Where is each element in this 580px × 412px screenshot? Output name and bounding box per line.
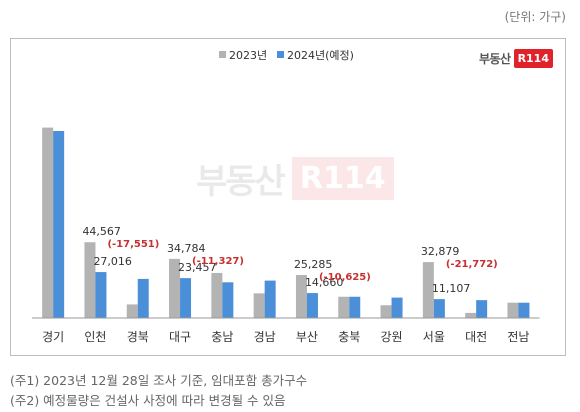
data-label-2024-0: 27,016 (93, 255, 132, 268)
watermark-badge: R114 (291, 157, 394, 200)
bar-2023-5 (253, 293, 265, 318)
data-label-2024-1: 23,457 (178, 261, 217, 274)
change-label-2: (-10,625) (319, 272, 371, 283)
logo-badge: R114 (513, 49, 553, 68)
change-label-0: (-17,551) (107, 239, 159, 250)
bar-2024-9 (433, 299, 445, 318)
x-tick-label-6: 부산 (296, 330, 318, 344)
data-label-2023-2: 25,285 (294, 258, 333, 271)
bar-2024-3 (180, 278, 192, 318)
bar-2024-0 (53, 131, 65, 318)
change-label-1: (-11,327) (192, 256, 244, 267)
x-tick-label-10: 대전 (465, 330, 487, 344)
logo-text: 부동산 (478, 52, 511, 66)
bar-2024-6 (306, 293, 318, 318)
x-tick-label-2: 경북 (127, 330, 149, 344)
footnote-1: (주1) 2023년 12월 28일 조사 기준, 임대포함 총가구수 (10, 373, 308, 388)
brand-logo: 부동산 R114 (479, 49, 553, 68)
bar-2023-7 (338, 296, 350, 318)
bar-2024-11 (518, 302, 530, 318)
legend-swatch-0 (219, 51, 226, 58)
bar-2023-8 (380, 305, 392, 318)
data-label-2023-0: 44,567 (82, 225, 121, 238)
change-label-3: (-21,772) (446, 259, 498, 270)
data-label-2024-3: 11,107 (432, 282, 471, 295)
x-tick-label-9: 서울 (423, 330, 445, 344)
x-tick-label-1: 인천 (84, 329, 106, 344)
x-tick-label-3: 대구 (169, 330, 191, 344)
x-tick-label-11: 전남 (507, 330, 529, 344)
bar-2023-3 (169, 258, 181, 318)
bar-2023-9 (422, 262, 434, 318)
legend-label-0: 2023년 (229, 49, 267, 62)
bar-2024-2 (137, 278, 149, 318)
data-label-2023-1: 34,784 (167, 242, 206, 255)
x-tick-label-5: 경남 (254, 330, 276, 344)
data-label-2023-3: 32,879 (421, 245, 460, 258)
x-tick-label-4: 충남 (211, 330, 233, 344)
bar-2024-7 (349, 296, 361, 318)
legend-label-1: 2024년(예정) (287, 49, 354, 62)
bar-2023-4 (211, 272, 223, 318)
watermark-logo: 부동산 R114 (196, 154, 394, 203)
watermark-text: 부동산 (196, 162, 286, 202)
footnote-2: (주2) 예정물량은 건설사 사정에 따라 변경될 수 있음 (10, 393, 286, 408)
data-label-2024-2: 14,660 (305, 276, 344, 289)
x-tick-label-7: 충북 (338, 330, 360, 344)
bar-2024-5 (264, 280, 276, 318)
bar-2023-1 (84, 242, 96, 318)
bar-2024-1 (95, 272, 107, 318)
bar-2023-10 (465, 312, 477, 318)
legend-swatch-1 (277, 51, 284, 58)
bar-2023-11 (507, 302, 519, 318)
x-tick-label-0: 경기 (42, 330, 64, 344)
bar-2023-0 (42, 127, 54, 318)
unit-label: (단위: 가구) (504, 10, 566, 24)
bar-2023-6 (295, 275, 307, 318)
x-tick-label-8: 강원 (381, 330, 403, 344)
bar-2024-10 (476, 300, 488, 318)
bar-2023-2 (126, 304, 138, 318)
bar-2024-8 (391, 297, 403, 318)
bar-2024-4 (222, 282, 234, 318)
